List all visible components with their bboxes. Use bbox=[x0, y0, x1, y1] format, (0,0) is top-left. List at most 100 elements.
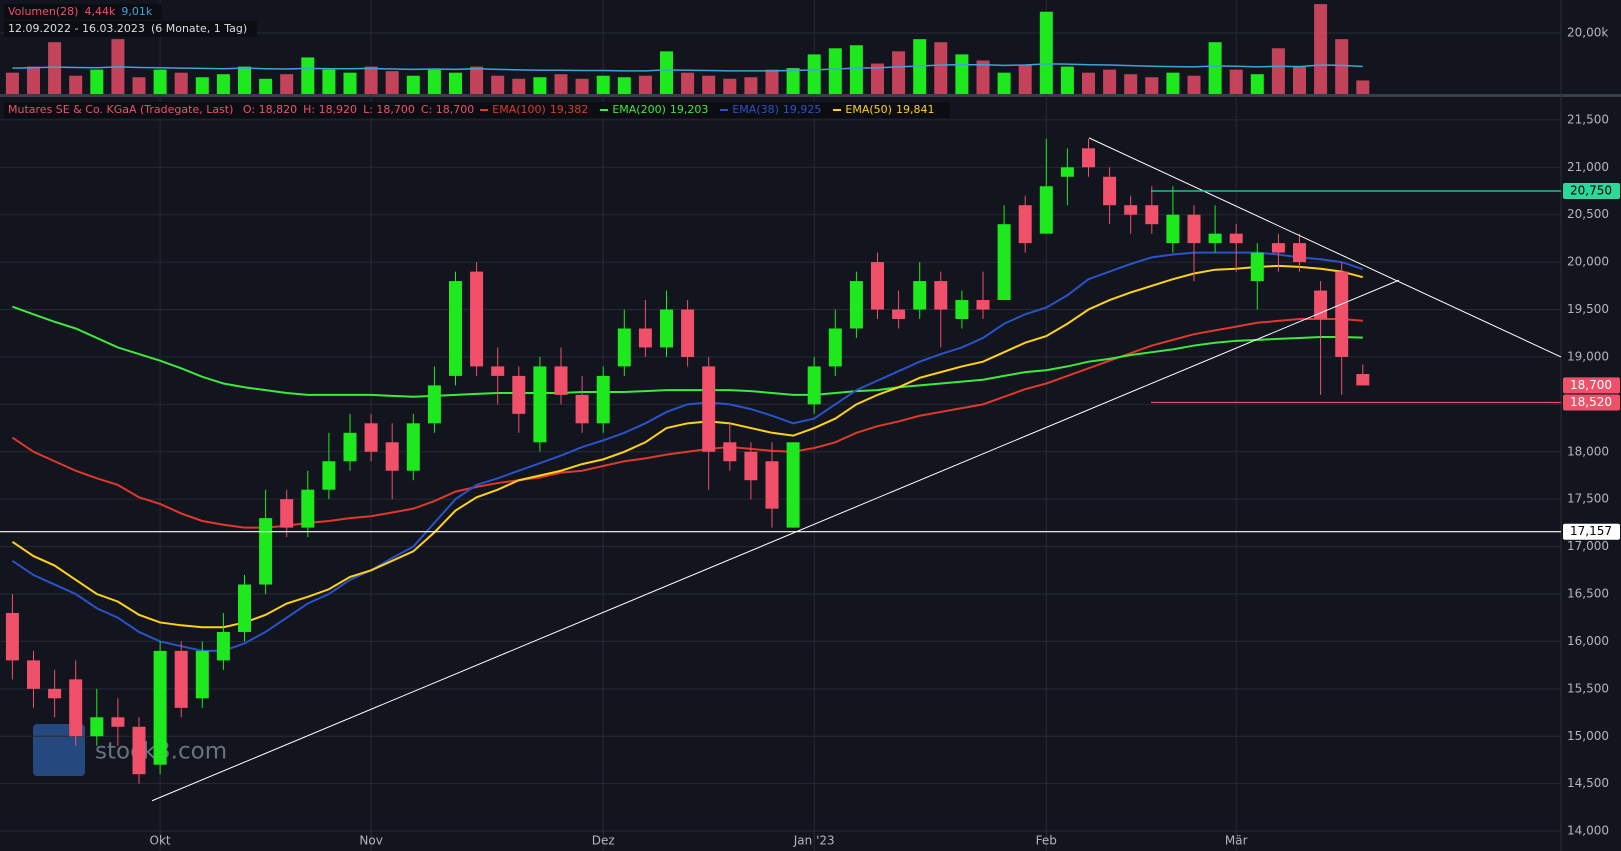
volume-bar bbox=[1314, 4, 1328, 95]
y-tick-label: 17,500 bbox=[1567, 492, 1609, 506]
price-tag bbox=[1563, 394, 1620, 411]
trend-line bbox=[1088, 137, 1562, 358]
volume-bar bbox=[406, 75, 420, 94]
ema-line bbox=[11, 264, 1364, 629]
volume-bar bbox=[1145, 77, 1159, 94]
volume-bar bbox=[153, 69, 167, 94]
volume-bar bbox=[1018, 65, 1032, 94]
volume-bar bbox=[174, 72, 188, 94]
candle-body bbox=[681, 309, 695, 357]
volume-bar bbox=[238, 66, 251, 94]
volume-bar bbox=[1187, 75, 1201, 94]
candle-body bbox=[913, 281, 927, 310]
candle-body bbox=[1335, 271, 1349, 357]
candle-body bbox=[238, 584, 251, 632]
x-tick-label: Nov bbox=[359, 834, 382, 848]
candle-body bbox=[48, 688, 62, 699]
y-tick-label: 21,000 bbox=[1567, 160, 1609, 174]
price-tag bbox=[1563, 523, 1620, 540]
volume-bar bbox=[90, 69, 104, 94]
volume-bar bbox=[849, 45, 863, 94]
volume-bar bbox=[5, 72, 19, 94]
volume-bar bbox=[1271, 48, 1285, 94]
volume-bar bbox=[638, 75, 652, 94]
legend-swatch bbox=[480, 109, 489, 111]
candle-body bbox=[765, 461, 779, 509]
volume-bar bbox=[470, 66, 484, 94]
candle-body bbox=[660, 309, 673, 348]
y-tick-label: 21,500 bbox=[1567, 112, 1609, 126]
candle-body bbox=[1124, 205, 1138, 215]
price-tag-label: 18,700 bbox=[1570, 378, 1612, 392]
candle-body bbox=[871, 262, 884, 310]
candle-body bbox=[385, 442, 399, 471]
volume-bar bbox=[69, 75, 83, 94]
panel-separator bbox=[0, 94, 1621, 97]
legend-item: EMA(38) 19,925 bbox=[720, 103, 827, 116]
y-tick-label: 15,000 bbox=[1567, 729, 1609, 743]
volume-bar bbox=[427, 69, 441, 94]
x-tick-label: Mär bbox=[1225, 834, 1248, 848]
volume-bar bbox=[723, 78, 737, 94]
candle-body bbox=[301, 489, 315, 528]
volume-bar bbox=[259, 78, 273, 94]
y-tick-label: 14,500 bbox=[1567, 776, 1609, 790]
price-tag bbox=[1563, 182, 1620, 199]
period: (6 Monate, 1 Tag) bbox=[150, 22, 248, 35]
candle-body bbox=[406, 423, 420, 471]
volume-bar bbox=[786, 68, 800, 94]
price-tag-label: 20,750 bbox=[1570, 183, 1612, 197]
volume-bar bbox=[385, 71, 399, 94]
candle-body bbox=[617, 328, 631, 367]
volume-bar bbox=[1335, 39, 1349, 94]
legend-value: 19,841 bbox=[895, 103, 935, 116]
candle-body bbox=[195, 650, 209, 699]
volume-bar bbox=[512, 78, 526, 94]
price-tag-label: 18,520 bbox=[1570, 395, 1612, 409]
volume-bar bbox=[554, 74, 568, 94]
candle-body bbox=[427, 385, 441, 424]
volume-bar bbox=[1039, 11, 1053, 94]
candle-body bbox=[1103, 176, 1117, 206]
candle-body bbox=[153, 650, 167, 765]
ohlc-label: C: 18,700 bbox=[420, 103, 475, 116]
candle-body bbox=[976, 300, 990, 310]
candle-body bbox=[491, 366, 505, 376]
volume-bar bbox=[533, 77, 547, 94]
candle-body bbox=[111, 717, 125, 727]
candle-body bbox=[470, 271, 484, 367]
legend-swatch bbox=[833, 109, 842, 111]
volume-bar bbox=[27, 66, 40, 94]
volume-bar bbox=[195, 77, 209, 94]
volume-legend: Volumen(28) 4,44k 9,01k bbox=[4, 4, 163, 20]
ema-line bbox=[11, 251, 1364, 652]
y-tick-label: 16,500 bbox=[1567, 587, 1609, 601]
volume-name: Volumen(28) bbox=[8, 5, 79, 18]
y-tick-label: 20,500 bbox=[1567, 207, 1609, 221]
candle-body bbox=[849, 281, 863, 329]
y-tick-label: 14,000 bbox=[1567, 824, 1609, 838]
price-tag-label: 17,157 bbox=[1570, 524, 1612, 538]
ohlc-label: H: 18,920 bbox=[303, 103, 358, 116]
candle-body bbox=[1060, 167, 1074, 177]
candle-body bbox=[955, 300, 969, 320]
candle-body bbox=[554, 366, 568, 395]
candle-body bbox=[997, 224, 1011, 301]
candle-body bbox=[364, 423, 378, 452]
candle-body bbox=[512, 375, 526, 414]
volume-ma-line bbox=[12, 63, 1363, 72]
price-legend: Mutares SE & Co. KGaA (Tradegate, Last) … bbox=[4, 102, 951, 118]
candle-body bbox=[1145, 205, 1159, 225]
candle-body bbox=[1293, 243, 1306, 263]
volume-bar bbox=[216, 74, 230, 94]
candle-body bbox=[596, 375, 610, 424]
volume-tick-label: 20,00k bbox=[1567, 26, 1608, 40]
volume-bar bbox=[364, 66, 378, 94]
candle-body bbox=[638, 328, 652, 348]
candle-body bbox=[1082, 148, 1095, 168]
y-tick-label: 20,000 bbox=[1567, 255, 1609, 269]
date-range: 12.09.2022 - 16.03.2023 bbox=[8, 22, 145, 35]
candle-body bbox=[1229, 233, 1243, 244]
legend-name: EMA(100) bbox=[492, 103, 546, 116]
